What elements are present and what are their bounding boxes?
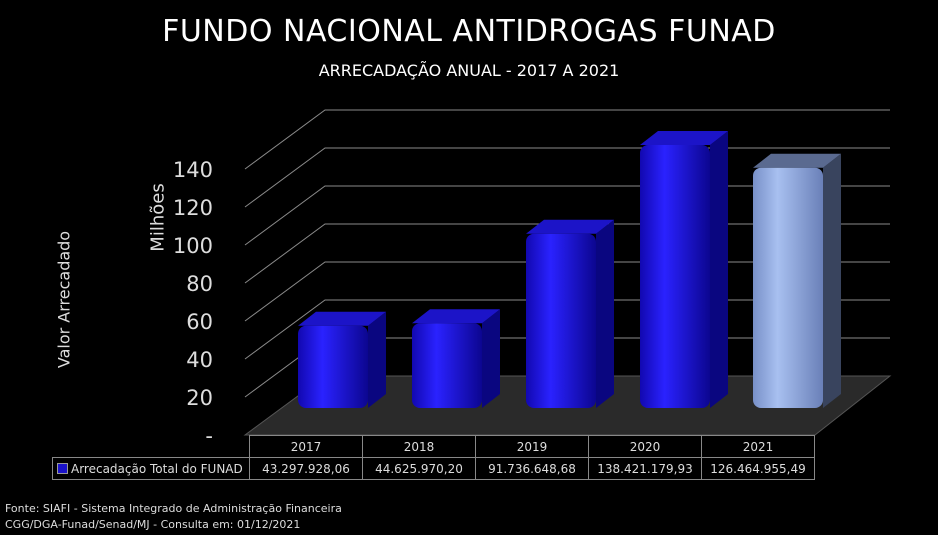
chart-subtitle: ARRECADAÇÃO ANUAL - 2017 A 2021: [318, 61, 620, 80]
y-tick-label: 140: [173, 158, 213, 182]
bar-top: [753, 153, 841, 168]
table-header-2020: 2020: [588, 435, 702, 458]
chart-title: FUNDO NACIONAL ANTIDROGAS FUNAD: [162, 14, 776, 49]
bar-side: [823, 153, 841, 408]
table-header-2018: 2018: [362, 435, 476, 458]
bar-side: [710, 130, 728, 408]
bar-top: [298, 311, 386, 326]
y-tick-label: 60: [186, 310, 213, 334]
y-tick-label: 80: [186, 272, 213, 296]
bar-front: [526, 233, 596, 408]
bar-side: [482, 309, 500, 408]
data-table: 2017 2018 2019 2020 2021 Arrecadação Tot…: [52, 435, 815, 480]
legend-label: Arrecadação Total do FUNAD: [71, 461, 243, 476]
table-corner: [52, 435, 250, 458]
bar-front: [753, 167, 823, 408]
table-header-2017: 2017: [249, 435, 363, 458]
bar-2020: [640, 130, 728, 408]
gridline: [244, 109, 890, 170]
bar-2018: [412, 309, 500, 408]
y-tick-label: 20: [186, 386, 213, 410]
bar-top: [640, 130, 728, 145]
table-value-2018: 44.625.970,20: [362, 457, 476, 480]
bar-2021: [753, 153, 841, 408]
bar-front: [412, 323, 482, 408]
legend-swatch: [57, 462, 68, 474]
table-value-2021: 126.464.955,49: [701, 457, 815, 480]
bar-top: [526, 219, 614, 234]
table-header-2019: 2019: [475, 435, 589, 458]
bar-front: [640, 144, 710, 408]
footer-consulta: CGG/DGA-Funad/Senad/MJ - Consulta em: 01…: [5, 518, 301, 531]
bar-2019: [526, 219, 614, 408]
footer-source: Fonte: SIAFI - Sistema Integrado de Admi…: [5, 502, 342, 515]
bar-2017: [298, 311, 386, 408]
bar-side: [368, 311, 386, 408]
y-tick-label: 40: [186, 348, 213, 372]
table-value-2020: 138.421.179,93: [588, 457, 702, 480]
bar-front: [298, 325, 368, 408]
table-value-2019: 91.736.648,68: [475, 457, 589, 480]
table-row: Arrecadação Total do FUNAD 43.297.928,06…: [52, 457, 815, 480]
table-header-2021: 2021: [701, 435, 815, 458]
bar-top: [412, 309, 500, 324]
table-value-2017: 43.297.928,06: [249, 457, 363, 480]
table-header-row: 2017 2018 2019 2020 2021: [52, 435, 815, 458]
y-tick-label: 100: [173, 234, 213, 258]
legend-entry: Arrecadação Total do FUNAD: [52, 457, 250, 480]
bar-side: [596, 219, 614, 408]
y-tick-label: 120: [173, 196, 213, 220]
